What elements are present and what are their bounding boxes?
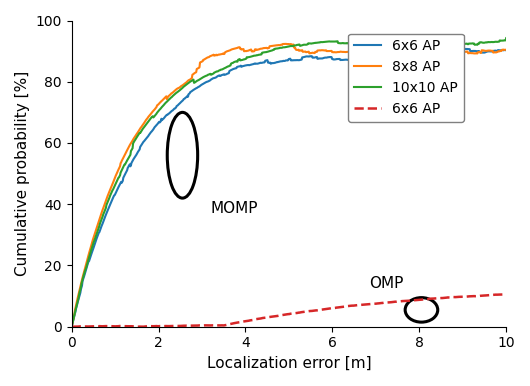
6x6 AP bbox=[68, 324, 75, 329]
6x6 AP bbox=[345, 304, 351, 308]
6x6 AP bbox=[95, 232, 101, 236]
6x6 AP bbox=[321, 56, 327, 60]
8x8 AP bbox=[333, 50, 339, 54]
6x6 AP bbox=[345, 58, 351, 62]
Y-axis label: Cumulative probability [%]: Cumulative probability [%] bbox=[15, 71, 30, 276]
10x10 AP bbox=[503, 36, 509, 41]
Line: 8x8 AP: 8x8 AP bbox=[72, 44, 506, 327]
Line: 6x6 AP: 6x6 AP bbox=[72, 295, 506, 327]
8x8 AP bbox=[503, 47, 509, 52]
10x10 AP bbox=[321, 40, 327, 44]
10x10 AP bbox=[68, 324, 75, 329]
8x8 AP bbox=[321, 48, 328, 53]
8x8 AP bbox=[443, 54, 449, 59]
6x6 AP bbox=[443, 49, 449, 54]
6x6 AP bbox=[502, 292, 509, 297]
Text: OMP: OMP bbox=[369, 276, 404, 291]
Text: MOMP: MOMP bbox=[211, 201, 258, 217]
10x10 AP bbox=[443, 41, 449, 45]
Legend: 6x6 AP, 8x8 AP, 10x10 AP, 6x6 AP: 6x6 AP, 8x8 AP, 10x10 AP, 6x6 AP bbox=[348, 34, 464, 122]
Line: 6x6 AP: 6x6 AP bbox=[72, 49, 506, 327]
8x8 AP bbox=[95, 220, 101, 225]
8x8 AP bbox=[399, 49, 405, 54]
6x6 AP bbox=[332, 306, 339, 310]
8x8 AP bbox=[68, 324, 75, 329]
6x6 AP bbox=[503, 292, 509, 297]
10x10 AP bbox=[95, 227, 101, 232]
6x6 AP bbox=[443, 295, 449, 300]
X-axis label: Localization error [m]: Localization error [m] bbox=[207, 356, 371, 371]
6x6 AP bbox=[95, 324, 101, 328]
10x10 AP bbox=[332, 39, 339, 44]
10x10 AP bbox=[398, 39, 404, 43]
10x10 AP bbox=[345, 41, 351, 46]
6x6 AP bbox=[503, 48, 509, 52]
6x6 AP bbox=[321, 307, 327, 312]
6x6 AP bbox=[398, 299, 404, 303]
6x6 AP bbox=[463, 47, 469, 51]
8x8 AP bbox=[346, 49, 352, 54]
6x6 AP bbox=[68, 324, 75, 329]
Line: 10x10 AP: 10x10 AP bbox=[72, 38, 506, 327]
6x6 AP bbox=[398, 54, 404, 58]
6x6 AP bbox=[332, 57, 339, 62]
8x8 AP bbox=[282, 42, 289, 46]
